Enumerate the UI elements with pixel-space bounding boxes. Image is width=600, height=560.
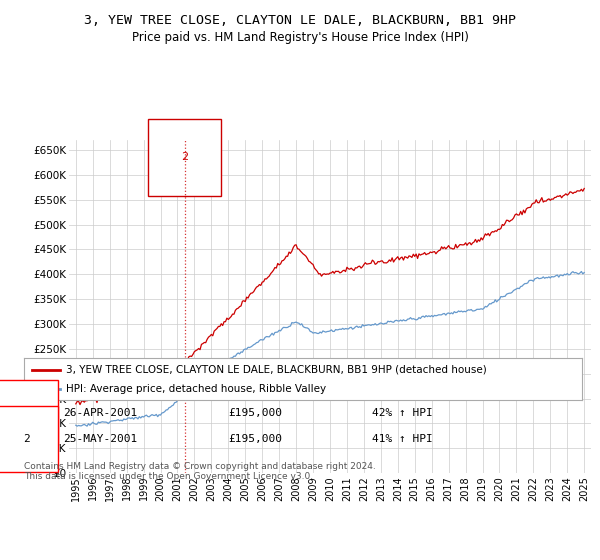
Text: 26-APR-2001: 26-APR-2001 (63, 408, 137, 418)
Text: Contains HM Land Registry data © Crown copyright and database right 2024.
This d: Contains HM Land Registry data © Crown c… (24, 462, 376, 482)
Text: £195,000: £195,000 (228, 434, 282, 444)
Text: 2: 2 (181, 152, 188, 162)
Text: 42% ↑ HPI: 42% ↑ HPI (372, 408, 433, 418)
Text: 3, YEW TREE CLOSE, CLAYTON LE DALE, BLACKBURN, BB1 9HP: 3, YEW TREE CLOSE, CLAYTON LE DALE, BLAC… (84, 14, 516, 27)
Text: 3, YEW TREE CLOSE, CLAYTON LE DALE, BLACKBURN, BB1 9HP (detached house): 3, YEW TREE CLOSE, CLAYTON LE DALE, BLAC… (66, 365, 487, 375)
Text: £195,000: £195,000 (228, 408, 282, 418)
Text: 41% ↑ HPI: 41% ↑ HPI (372, 434, 433, 444)
Text: 25-MAY-2001: 25-MAY-2001 (63, 434, 137, 444)
Text: 2: 2 (23, 434, 31, 444)
Text: HPI: Average price, detached house, Ribble Valley: HPI: Average price, detached house, Ribb… (66, 384, 326, 394)
Text: 1: 1 (23, 408, 31, 418)
Text: Price paid vs. HM Land Registry's House Price Index (HPI): Price paid vs. HM Land Registry's House … (131, 31, 469, 44)
